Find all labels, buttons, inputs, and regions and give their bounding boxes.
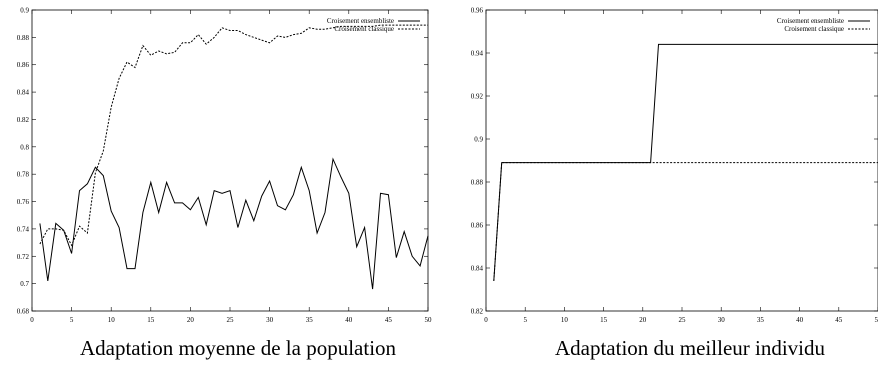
right-y-tick-label: 0.84 [471,265,484,273]
left-plot-frame [31,9,429,312]
left-y-tick-label: 0.84 [17,89,30,97]
left-x-tick-label: 25 [227,316,235,324]
right-x-tick-label: 40 [796,316,804,324]
left-y-tick-label: 0.72 [17,253,30,261]
right-x-tick-label: 35 [757,316,765,324]
right-chart: 0 5 10 15 20 25 30 35 40 45 50 0.82 0.84 0.86 0.88 0.9 0… [471,7,878,360]
right-y-tick-label: 0.88 [471,179,484,187]
left-chart: 0 5 10 15 20 25 30 35 40 45 50 0.68 0.7 0.72 0.74 0.76 0… [17,7,432,361]
right-x-tick-label: 5 [523,316,527,324]
left-y-tick-label: 0.8 [20,143,29,151]
right-series-line-classique [493,162,878,281]
right-legend-label: Croisement classique [784,25,844,33]
right-y-tick-label: 0.82 [471,308,484,316]
left-x-tick-label: 20 [187,316,195,324]
left-x-tick-label: 35 [306,316,314,324]
right-y-tick-label: 0.96 [471,7,484,15]
left-x-tick-label: 40 [345,316,353,324]
left-y-tick-label: 0.76 [17,198,30,206]
left-legend-label: Croisement classique [334,25,394,33]
left-x-tick-label: 50 [425,316,433,324]
right-legend-label: Croisement ensembliste [777,17,844,25]
left-x-tick-label: 45 [385,316,393,324]
right-x-tick-label: 25 [679,316,687,324]
left-y-tick-label: 0.7 [20,280,29,288]
left-y-tick-label: 0.68 [17,308,30,316]
right-x-tick-label: 50 [875,316,878,324]
right-x-tick-label: 10 [561,316,569,324]
right-y-tick-label: 0.94 [471,50,484,58]
right-y-tick-label: 0.86 [471,222,484,230]
left-x-tick-label: 0 [30,316,34,324]
left-x-tick-label: 30 [266,316,274,324]
left-y-tick-label: 0.86 [17,61,30,69]
left-y-tick-label: 0.74 [17,225,30,233]
left-x-tick-label: 10 [108,316,116,324]
right-chart-caption: Adaptation du meilleur individu [555,336,826,360]
right-x-tick-label: 15 [600,316,608,324]
right-x-tick-label: 45 [835,316,843,324]
right-x-tick-label: 20 [639,316,647,324]
right-x-tick-label: 30 [718,316,726,324]
left-y-tick-label: 0.9 [20,7,29,15]
left-x-tick-label: 5 [70,316,74,324]
right-plot-frame [485,9,878,312]
left-y-tick-label: 0.82 [17,116,30,124]
left-chart-caption: Adaptation moyenne de la population [80,336,397,360]
right-y-tick-label: 0.92 [471,93,484,101]
left-y-tick-label: 0.78 [17,171,30,179]
left-y-tick-label: 0.88 [17,34,30,42]
left-series-line-classique [39,24,428,247]
right-x-tick-label: 0 [484,316,488,324]
left-x-tick-label: 15 [147,316,155,324]
right-y-tick-label: 0.9 [474,136,483,144]
left-series-line-ensembliste [39,157,429,290]
left-legend-label: Croisement ensembliste [327,17,394,25]
